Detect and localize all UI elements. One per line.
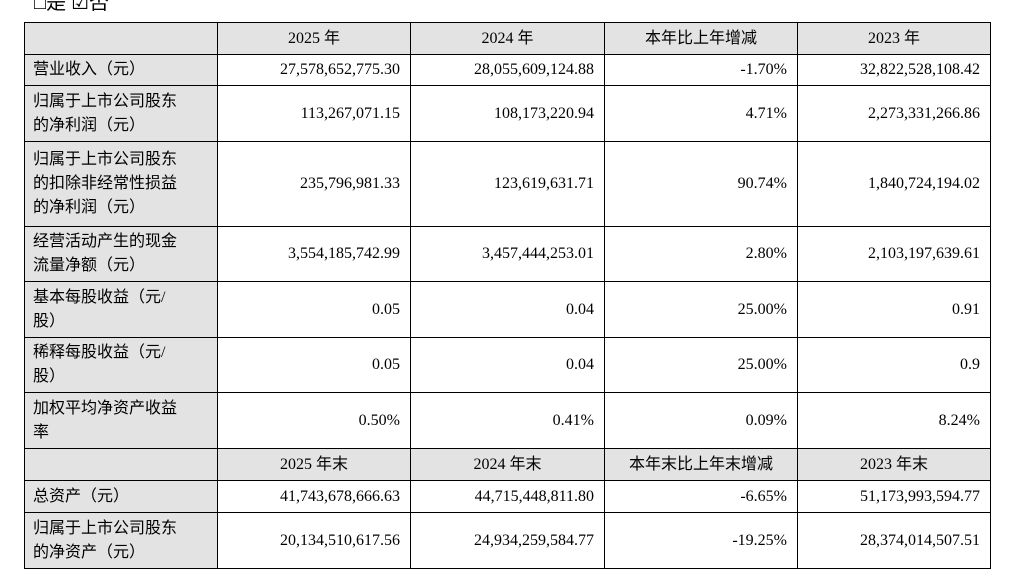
header-cell: 2024 年末 <box>410 448 605 481</box>
label-line: 总资产（元） <box>33 487 130 505</box>
value-cell: 0.05 <box>217 281 411 338</box>
value-cell: 1,840,724,194.02 <box>797 141 991 227</box>
value-cell: 0.50% <box>217 392 411 449</box>
label-line: 基本每股收益（元/ <box>33 288 166 306</box>
value-cell: -6.65% <box>604 480 798 513</box>
table-body: 2025 年 2024 年本年比上年增减 2023 年营业收入（元） 27,578,6… <box>24 22 991 569</box>
value-cell: 25.00% <box>604 337 798 393</box>
label-line: 营业收入（元） <box>33 61 146 78</box>
data-row: 总资产（元） 41,743,678,666.63 44,715,448,811.80… <box>24 480 991 513</box>
row-label: 营业收入（元） <box>24 54 218 86</box>
value-cell: 2,103,197,639.61 <box>797 226 991 282</box>
header-row: 2025 年末 2024 年末 本年末比上年末增减 2023 年末 <box>24 448 991 481</box>
label-line: 的净资产（元） <box>33 543 146 561</box>
label-line: 加权平均净资产收益 <box>33 399 178 417</box>
row-label: 加权平均净资产收益率 <box>24 392 218 449</box>
value-cell: 25.00% <box>604 281 798 338</box>
value-cell: 2.80% <box>604 226 798 282</box>
value-cell: -1.70% <box>604 54 798 86</box>
value-cell: 28,374,014,507.51 <box>797 512 991 569</box>
header-cell: 2025 年 <box>217 22 411 55</box>
label-line: 归属于上市公司股东 <box>33 519 178 537</box>
value-cell: 20,134,510,617.56 <box>217 512 411 569</box>
data-row: 营业收入（元） 27,578,652,775.30 28,055,609,124.8… <box>24 54 991 86</box>
value-cell: 0.04 <box>410 281 605 338</box>
value-cell: 90.74% <box>604 141 798 227</box>
value-cell: -19.25% <box>604 512 798 569</box>
value-cell: 3,457,444,253.01 <box>410 226 605 282</box>
value-cell: 41,743,678,666.63 <box>217 480 411 513</box>
header-cell <box>24 448 218 481</box>
label-line: 的净利润（元） <box>33 116 146 134</box>
header-cell: 本年末比上年末增减 <box>604 448 798 481</box>
header-cell: 2024 年 <box>410 22 605 55</box>
label-line: 率 <box>33 423 50 441</box>
label-line: 经营活动产生的现金 <box>33 233 178 250</box>
label-line: 股） <box>33 312 66 330</box>
label-line: 的扣除非经常性损益 <box>33 175 178 192</box>
value-cell: 44,715,448,811.80 <box>410 480 605 513</box>
header-cell: 2023 年 <box>797 22 991 55</box>
value-cell: 113,267,071.15 <box>217 85 411 142</box>
row-label: 归属于上市公司股东 的净利润（元） <box>24 85 218 142</box>
label-line: 归属于上市公司股东 <box>33 151 178 168</box>
row-label: 归属于上市公司股东 的净资产（元） <box>24 512 218 569</box>
value-cell: 24,934,259,584.77 <box>410 512 605 569</box>
label-line: 稀释每股收益（元/ <box>33 344 166 361</box>
value-cell: 108,173,220.94 <box>410 85 605 142</box>
value-cell: 27,578,652,775.30 <box>217 54 411 86</box>
label-line: 流量净额（元） <box>33 257 146 274</box>
header-cell: 2025 年末 <box>217 448 411 481</box>
value-cell: 32,822,528,108.42 <box>797 54 991 86</box>
label-line: 归属于上市公司股东 <box>33 92 178 110</box>
data-row: 经营活动产生的现金 流量净额（元） 3,554,185,742.99 3,457,44… <box>24 226 991 282</box>
label-line: 股） <box>33 368 66 385</box>
row-label: 稀释每股收益（元/股） <box>24 337 218 393</box>
value-cell: 3,554,185,742.99 <box>217 226 411 282</box>
row-label: 经营活动产生的现金 流量净额（元） <box>24 226 218 282</box>
data-row: 稀释每股收益（元/股） 0.05 0.04 25.00% 0.9 <box>24 337 991 393</box>
header-note: □是 ☑否 <box>34 0 110 14</box>
value-cell: 0.41% <box>410 392 605 449</box>
financial-table: 2025 年 2024 年本年比上年增减 2023 年营业收入（元） 27,578,6… <box>24 22 991 569</box>
value-cell: 0.9 <box>797 337 991 393</box>
data-row: 归属于上市公司股东 的净利润（元） 113,267,071.15 108,173,22… <box>24 85 991 142</box>
data-row: 归属于上市公司股东 的净资产（元） 20,134,510,617.56 24,934,… <box>24 512 991 569</box>
value-cell: 0.09% <box>604 392 798 449</box>
value-cell: 28,055,609,124.88 <box>410 54 605 86</box>
header-cell: 2023 年末 <box>797 448 991 481</box>
header-row: 2025 年 2024 年本年比上年增减 2023 年 <box>24 22 991 55</box>
row-label: 基本每股收益（元/股） <box>24 281 218 338</box>
data-row: 归属于上市公司股东 的扣除非经常性损益 的净利润（元） 235,796,981.33 1… <box>24 141 991 227</box>
value-cell: 235,796,981.33 <box>217 141 411 227</box>
header-cell <box>24 22 218 55</box>
header-cell: 本年比上年增减 <box>604 22 798 55</box>
value-cell: 51,173,993,594.77 <box>797 480 991 513</box>
value-cell: 8.24% <box>797 392 991 449</box>
row-label: 总资产（元） <box>24 480 218 513</box>
data-row: 基本每股收益（元/股） 0.05 0.04 25.00% 0.91 <box>24 281 991 338</box>
value-cell: 0.04 <box>410 337 605 393</box>
data-row: 加权平均净资产收益率 0.50% 0.41% 0.09% 8.24% <box>24 392 991 449</box>
value-cell: 2,273,331,266.86 <box>797 85 991 142</box>
label-line: 的净利润（元） <box>33 199 146 216</box>
row-label: 归属于上市公司股东 的扣除非经常性损益 的净利润（元） <box>24 141 218 227</box>
value-cell: 4.71% <box>604 85 798 142</box>
value-cell: 0.05 <box>217 337 411 393</box>
value-cell: 0.91 <box>797 281 991 338</box>
value-cell: 123,619,631.71 <box>410 141 605 227</box>
